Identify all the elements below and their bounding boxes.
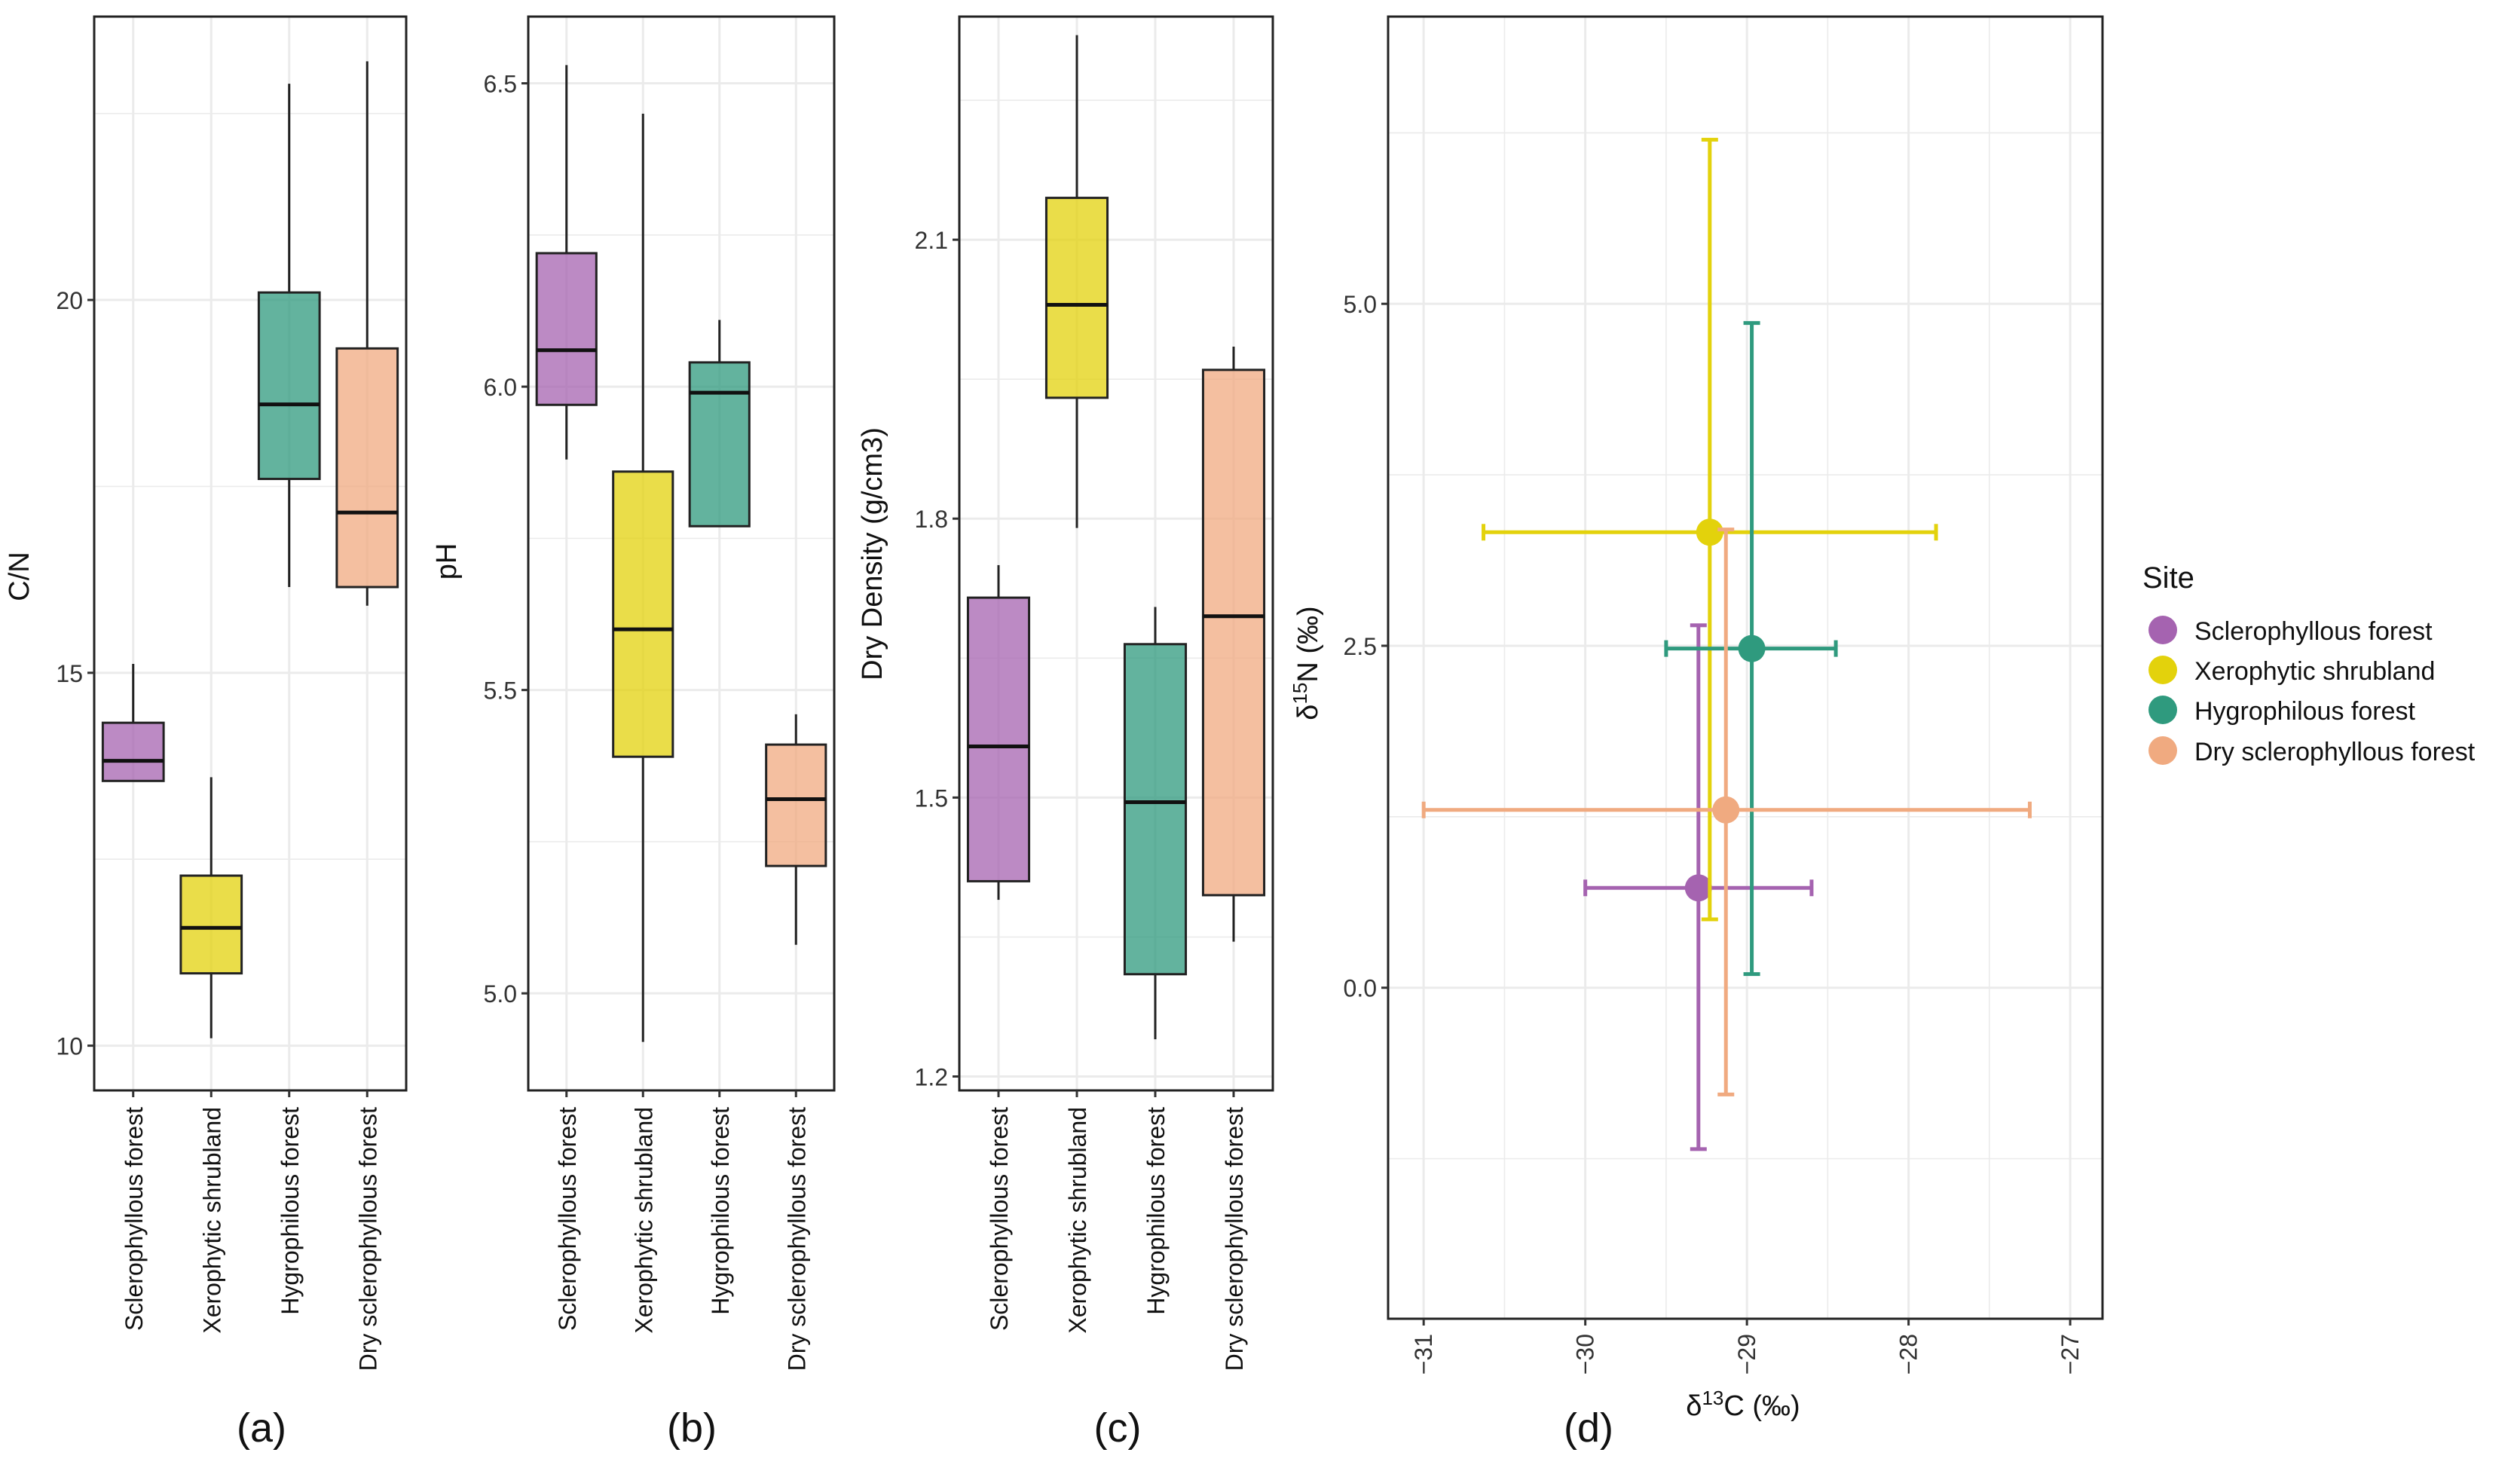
legend-label-xerophytic: Xerophytic shrubland (2194, 657, 2435, 686)
panel-b-ytick-label: 6.0 (484, 374, 517, 401)
legend-label-dry-sclerophyllous: Dry sclerophyllous forest (2194, 738, 2476, 766)
panel-b-ytick-label: 5.5 (484, 677, 517, 705)
box-iqr (1201, 368, 1266, 897)
panel-d-point-sclerophyllous (1583, 623, 1814, 1151)
panel-b-xtick-label: Xerophytic shrubland (630, 1107, 657, 1334)
panel-b: 5.0 5.5 6.0 6.5 Sclerophyllous forest Xerophy… (431, 15, 836, 1451)
panel-c-box-hygrophilous (1123, 607, 1188, 1040)
panel-b-xtick-label: Dry sclerophyllous forest (783, 1107, 810, 1371)
box-iqr (688, 361, 751, 528)
legend-item-dry-sclerophyllous: Dry sclerophyllous forest (2148, 736, 2476, 766)
panel-d-xtick-label: −30 (1572, 1334, 1599, 1375)
panel-b-box-xerophytic (612, 113, 674, 1042)
panel-d-point-hygrophilous (1664, 321, 1838, 977)
panel-a-box-sclerophyllous (101, 663, 165, 782)
panel-b-box-dry-sclerophyllous (765, 714, 827, 945)
panel-b-frame (527, 15, 836, 1092)
panel-a-box-dry-sclerophyllous (335, 61, 399, 606)
panel-c-xtick-label: Hygrophilous forest (1142, 1107, 1170, 1315)
panel-a-xtick-label: Dry sclerophyllous forest (354, 1107, 381, 1371)
panel-c-label: (c) (1094, 1405, 1142, 1451)
legend-key-xerophytic (2148, 656, 2177, 684)
legend-item-hygrophilous: Hygrophilous forest (2148, 696, 2415, 726)
panel-c-ytick-label: 1.5 (915, 784, 948, 812)
panel-c-box-sclerophyllous (966, 564, 1031, 901)
legend-item-xerophytic: Xerophytic shrubland (2148, 656, 2435, 686)
panel-b-ytick-label: 6.5 (484, 71, 517, 98)
panel-c-ytick-label: 1.8 (915, 506, 948, 533)
box-iqr (257, 291, 321, 481)
panel-d-plot: 0.0 2.5 5.0 −31 −30 −29 −28 −27 (1344, 15, 2104, 1375)
panel-c-box-dry-sclerophyllous (1201, 346, 1266, 942)
panel-a-xtick-label: Sclerophyllous forest (121, 1107, 148, 1331)
panel-c-box-xerophytic (1044, 35, 1109, 528)
box-iqr (535, 252, 598, 406)
panel-d-xlabel: δ13C (‰) (1686, 1387, 1800, 1422)
panel-d-frame (1387, 15, 2104, 1320)
panel-c-xtick-label: Xerophytic shrubland (1064, 1107, 1091, 1334)
panel-a-plot: 10 15 20 Sclerophyllous forest Xerophytic sh… (56, 15, 408, 1371)
panel-a-ytick-label: 20 (56, 287, 83, 314)
panel-b-xtick-label: Hygrophilous forest (707, 1107, 734, 1315)
panel-d-point-dry-sclerophyllous (1421, 528, 2032, 1096)
box-iqr (335, 347, 399, 589)
box-iqr (1123, 643, 1188, 976)
panel-c-ytick-label: 2.1 (915, 227, 948, 254)
panel-a-box-hygrophilous (257, 84, 321, 588)
panel-d-ytick-label: 0.0 (1344, 975, 1377, 1002)
panel-b-ytick-label: 5.0 (484, 980, 517, 1008)
mean-point (1696, 518, 1723, 546)
panel-c-xtick-label: Dry sclerophyllous forest (1221, 1107, 1248, 1371)
panel-c-plot: 1.2 1.5 1.8 2.1 Sclerophyllous forest Xerophy… (915, 15, 1274, 1371)
panel-d-point-xerophytic (1482, 137, 1938, 922)
panel-d-xtick-label: −27 (2057, 1334, 2084, 1375)
panel-d-ytick-label: 2.5 (1344, 633, 1377, 660)
panel-a-xtick-label: Xerophytic shrubland (198, 1107, 225, 1334)
legend-title: Site (2142, 561, 2194, 595)
panel-b-label: (b) (667, 1405, 717, 1451)
panel-b-plot: 5.0 5.5 6.0 6.5 Sclerophyllous forest Xerophy… (484, 15, 836, 1371)
panel-a-box-xerophytic (179, 777, 243, 1038)
panel-c-frame (958, 15, 1274, 1092)
panel-a-ylabel: C/N (4, 552, 35, 601)
panel-c: 1.2 1.5 1.8 2.1 Sclerophyllous forest Xerophy… (857, 15, 1274, 1451)
box-iqr (179, 874, 243, 975)
panel-c-xtick-label: Sclerophyllous forest (986, 1107, 1013, 1331)
panel-c-ylabel: Dry Density (g/cm3) (857, 427, 888, 680)
box-iqr (612, 470, 674, 758)
legend-key-sclerophyllous (2148, 616, 2177, 644)
panel-b-box-hygrophilous (688, 320, 751, 528)
panel-d-ytick-label: 5.0 (1344, 291, 1377, 318)
panel-d-xtick-label: −28 (1895, 1334, 1922, 1375)
mean-point (1684, 874, 1712, 902)
legend: Site Sclerophyllous forest Xerophytic sh… (2142, 561, 2476, 766)
box-iqr (101, 721, 165, 782)
panel-b-box-sclerophyllous (535, 65, 598, 460)
box-iqr (765, 743, 827, 867)
panel-a-frame (93, 15, 408, 1092)
legend-label-hygrophilous: Hygrophilous forest (2194, 697, 2415, 726)
panel-d-xtick-label: −31 (1410, 1334, 1437, 1375)
legend-item-sclerophyllous: Sclerophyllous forest (2148, 616, 2433, 646)
panel-d-ylabel: δ15N (‰) (1289, 606, 1324, 720)
box-iqr (966, 596, 1031, 882)
panel-c-ytick-label: 1.2 (915, 1063, 948, 1090)
legend-key-dry-sclerophyllous (2148, 736, 2177, 765)
panel-b-xtick-label: Sclerophyllous forest (554, 1107, 581, 1331)
panel-a: 10 15 20 Sclerophyllous forest Xerophytic sh… (4, 15, 408, 1451)
panel-a-ytick-label: 10 (56, 1033, 83, 1060)
panel-a-label: (a) (237, 1405, 286, 1451)
panel-a-xtick-label: Hygrophilous forest (277, 1107, 304, 1315)
mean-point (1712, 796, 1740, 824)
panel-d-label: (d) (1564, 1405, 1613, 1451)
legend-label-sclerophyllous: Sclerophyllous forest (2194, 617, 2433, 646)
legend-key-hygrophilous (2148, 696, 2177, 724)
panel-d: 0.0 2.5 5.0 −31 −30 −29 −28 −27 δ15N (‰) δ13C (… (1289, 15, 2104, 1451)
panel-a-ytick-label: 15 (56, 660, 83, 687)
mean-point (1738, 635, 1766, 662)
panel-b-ylabel: pH (431, 543, 463, 580)
panel-d-xtick-label: −29 (1733, 1334, 1760, 1375)
box-iqr (1044, 197, 1109, 399)
